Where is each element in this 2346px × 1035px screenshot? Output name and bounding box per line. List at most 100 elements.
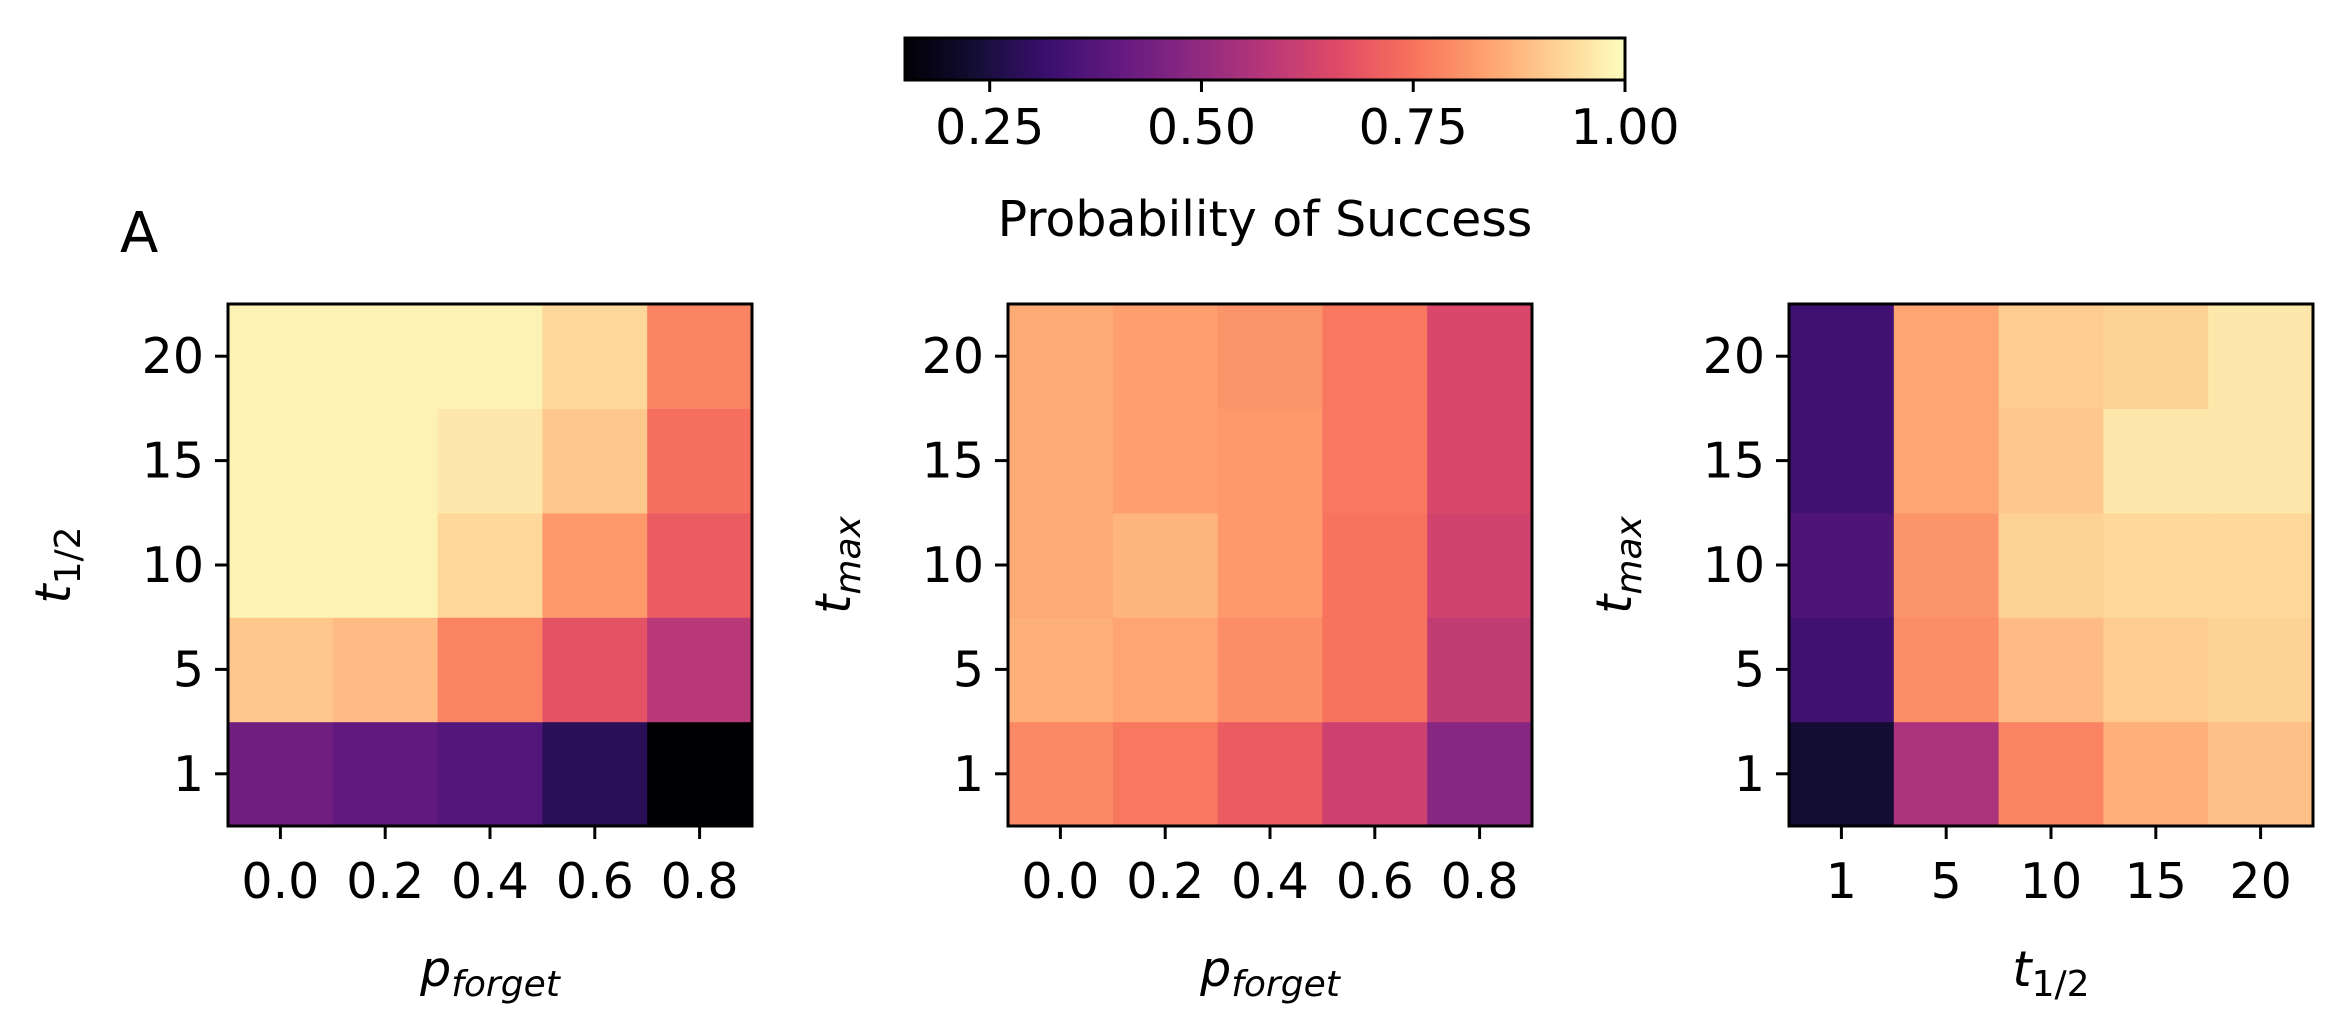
x-axis-label: pforget [419,941,562,1005]
heatmap-cell [1217,408,1323,514]
x-tick-label: 10 [2020,853,2082,910]
colorbar-gradient [903,36,1627,82]
heatmap-cell [2103,408,2209,514]
heatmap-cell [2103,304,2209,409]
heatmap-cell [1217,617,1323,723]
heatmap-cell [1893,617,2000,723]
heatmap-cell [2103,617,2209,723]
heatmap-cell [1322,408,1428,514]
y-tick-label: 5 [1734,641,1765,698]
heatmap-cell [2103,721,2209,827]
heatmap-cell [332,721,439,827]
heatmap-cell [1112,721,1219,827]
heatmap-cell [542,408,648,514]
heatmap-cell [1217,512,1323,618]
heatmap-cell [542,304,648,409]
colorbar-ticks: 0.25 0.50 0.75 1.00 [935,80,1680,156]
x-tick-label: 0.6 [556,853,634,910]
heatmap-cell [437,512,543,618]
heatmap-cell [2208,512,2314,618]
heatmap-cell [1322,512,1428,618]
heatmap-cell [1008,512,1114,618]
heatmap-cell [332,512,439,618]
heatmap-cell [1893,304,2000,409]
x-axis-label: pforget [1199,941,1342,1005]
y-tick-label: 10 [142,537,204,594]
heatmap-cell [1008,408,1114,514]
heatmap-cell [1008,304,1114,409]
heatmap-cell [228,304,334,409]
heatmap-cell [332,617,439,723]
x-axis-label: t1/2 [2012,941,2089,1005]
heatmap-cell [1008,617,1114,723]
y-tick-label: 10 [1703,537,1765,594]
heatmap-cell [228,617,334,723]
heatmap-cell [1789,721,1895,827]
heatmap-cell [1789,408,1895,514]
heatmap-cell [437,408,543,514]
panel-letter: A [120,201,158,266]
heatmap-cell [2208,304,2314,409]
heatmap-cell [647,721,753,827]
x-tick-label: 0.6 [1336,853,1414,910]
heatmap-cell [1112,408,1219,514]
heatmap-cell [2103,512,2209,618]
heatmap-cell [1893,721,2000,827]
heatmap-cell [1998,617,2104,723]
heatmap-cell [542,721,648,827]
heatmap-cell [437,721,543,827]
x-tick-label: 0.0 [1021,853,1099,910]
heatmap-cell [647,304,753,409]
y-tick-label: 5 [173,641,204,698]
heatmap-cell [542,512,648,618]
x-tick-label: 15 [2125,853,2187,910]
heatmap-cell [1998,408,2104,514]
heatmap-cell [332,408,439,514]
x-tick-label: 0.2 [1126,853,1204,910]
heatmap-cell [1427,512,1533,618]
heatmap-cell [1998,721,2104,827]
heatmap-cell [1322,721,1428,827]
heatmap-cell [1217,721,1323,827]
x-tick-label: 0.8 [1441,853,1519,910]
x-tick-label: 5 [1931,853,1962,910]
heatmap-cell [1893,408,2000,514]
x-tick-label: 0.0 [241,853,319,910]
heatmap-cell [647,512,753,618]
heatmap-cell [1893,512,2000,618]
y-tick-label: 20 [142,328,204,385]
heatmap-cell [1427,721,1533,827]
heatmap-cell [1112,617,1219,723]
y-tick-label: 5 [953,641,984,698]
y-tick-label: 10 [922,537,984,594]
y-tick-label: 1 [953,746,984,803]
heatmap-cell [1112,304,1219,409]
heatmap-cell [1322,304,1428,409]
colorbar-tick-label: 0.25 [935,99,1044,156]
heatmap-cell [1427,408,1533,514]
heatmap-cell [1998,512,2104,618]
x-tick-label: 0.4 [451,853,529,910]
heatmap-cell [647,617,753,723]
y-tick-label: 15 [922,433,984,490]
y-tick-label: 20 [1703,328,1765,385]
heatmap-cell [2208,617,2314,723]
heatmap-cell [647,408,753,514]
x-tick-label: 0.2 [346,853,424,910]
colorbar-label: Probability of Success [998,191,1533,248]
colorbar-tick-label: 1.00 [1570,99,1679,156]
heatmap-cell [1217,304,1323,409]
y-axis-label: tmax [805,515,869,613]
y-tick-label: 15 [142,433,204,490]
heatmap-cell [2208,721,2314,827]
heatmap-cell [228,408,334,514]
y-tick-label: 1 [1734,746,1765,803]
heatmap-cell [1322,617,1428,723]
heatmap-cell [1789,512,1895,618]
x-tick-label: 0.4 [1231,853,1309,910]
heatmap-cell [1789,304,1895,409]
